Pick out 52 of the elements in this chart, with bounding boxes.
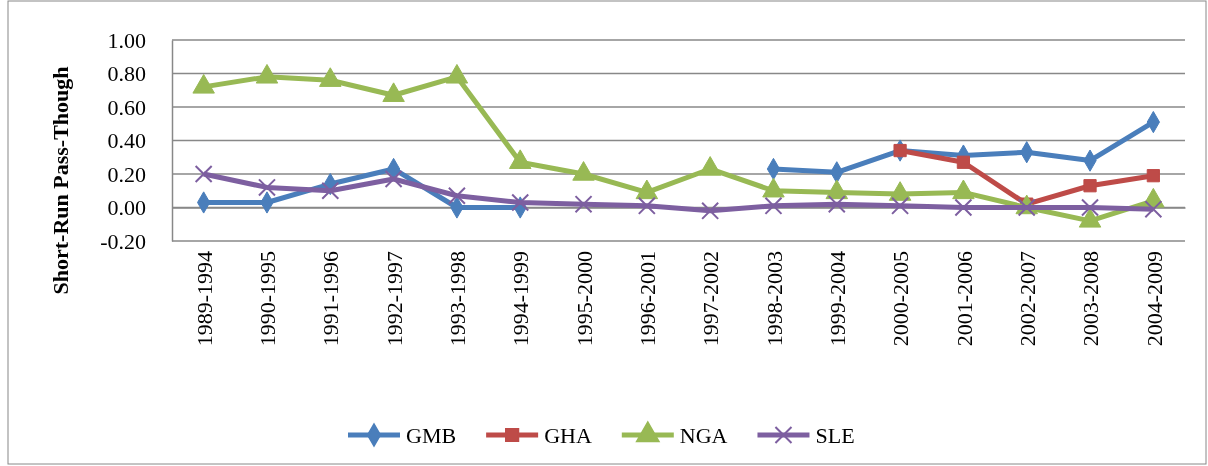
x-tick-label: 1995-2000 — [571, 251, 597, 347]
x-tick-label: 2000-2005 — [888, 251, 914, 347]
legend-label: NGA — [679, 422, 728, 448]
legend-label: GHA — [544, 422, 592, 448]
x-tick-label: 1998-2003 — [761, 251, 787, 347]
x-tick-label: 2001-2006 — [951, 251, 977, 347]
point — [956, 155, 971, 169]
y-tick-label: 1.00 — [107, 27, 146, 53]
y-tick-label: -0.20 — [100, 228, 146, 254]
point — [954, 198, 973, 217]
point — [637, 196, 656, 215]
legend-label: GMB — [406, 422, 457, 448]
point — [321, 181, 340, 200]
point — [574, 195, 593, 214]
x-tick-label: 1992-1997 — [381, 251, 407, 347]
point — [827, 195, 846, 214]
x-tick-label: 1996-2001 — [635, 251, 661, 347]
x-tick-label: 2002-2007 — [1014, 251, 1040, 347]
point — [701, 201, 720, 220]
point — [257, 178, 276, 197]
point — [511, 193, 530, 212]
y-tick-label: 0.40 — [107, 128, 146, 154]
x-tick-label: 1991-1996 — [318, 251, 344, 347]
x-tick-label: 2003-2008 — [1078, 251, 1104, 347]
point — [255, 63, 279, 84]
y-axis-title: Short-Run Pass-Though — [48, 66, 73, 295]
x-tick-label: 1993-1998 — [445, 251, 471, 347]
x-tick-label: 2004-2009 — [1141, 251, 1167, 347]
x-tick-label: 1994-1999 — [508, 251, 534, 347]
point — [447, 186, 466, 205]
point — [764, 196, 783, 215]
point — [445, 63, 469, 84]
point — [893, 143, 907, 158]
x-tick-label: 1997-2002 — [698, 251, 724, 347]
y-tick-label: 0.60 — [107, 94, 146, 120]
x-tick-label: 1999-2004 — [824, 251, 850, 347]
point — [1081, 198, 1100, 217]
y-tick-label: 0.20 — [107, 161, 146, 187]
point — [192, 73, 215, 94]
point — [194, 164, 213, 184]
point — [1083, 179, 1097, 193]
y-tick-label: 0.00 — [107, 195, 146, 221]
point — [382, 82, 405, 102]
legend-label: SLE — [815, 422, 855, 448]
x-tick-label: 1990-1995 — [255, 251, 281, 347]
y-tick-label: 0.80 — [107, 61, 146, 87]
point — [384, 170, 403, 189]
x-tick-label: 1989-1994 — [191, 251, 217, 347]
point — [1146, 169, 1160, 183]
point — [319, 67, 342, 87]
point — [891, 196, 910, 215]
point — [1144, 200, 1163, 219]
